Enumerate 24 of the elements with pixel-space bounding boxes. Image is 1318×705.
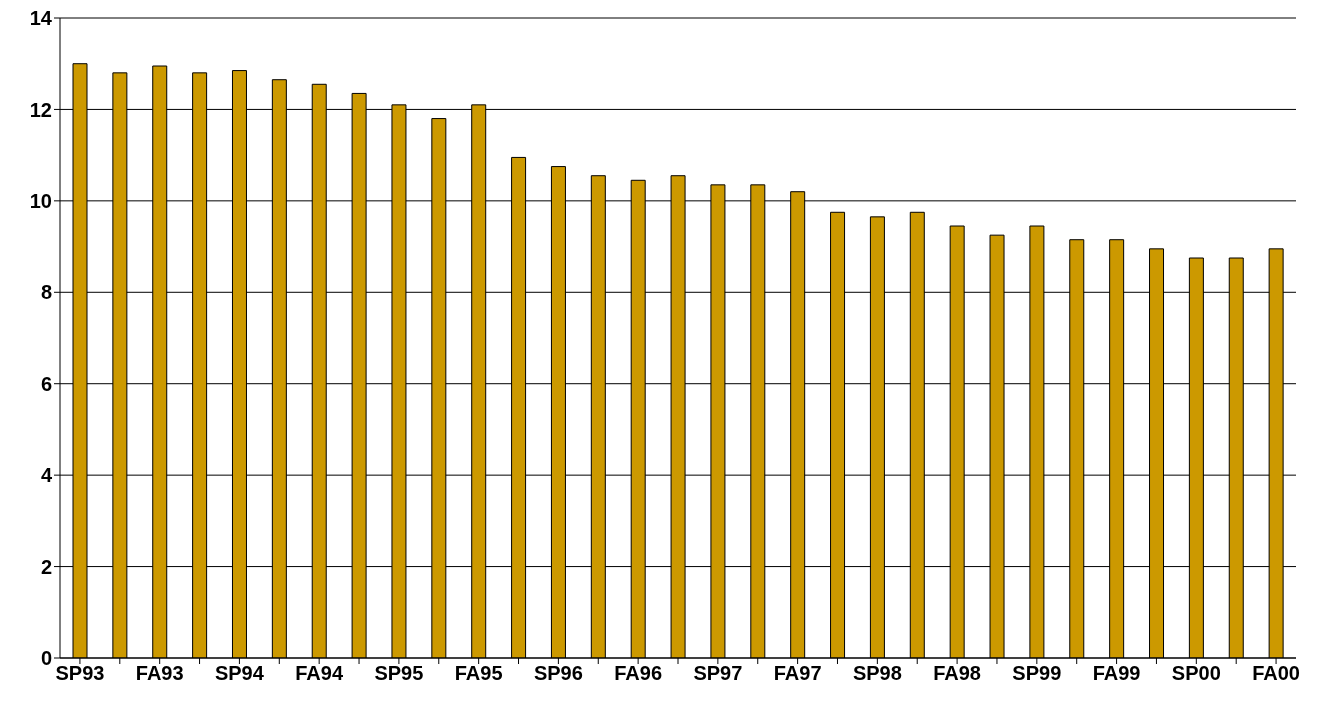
y-tick-label: 10	[29, 189, 52, 212]
x-tick-label: FA97	[773, 662, 822, 685]
y-tick-label: 6	[40, 372, 52, 395]
x-tick-label: SP94	[214, 662, 265, 685]
x-tick-label: FA98	[933, 662, 981, 685]
x-tick-label: SP00	[1171, 662, 1221, 685]
x-tick-label: FA96	[614, 662, 663, 685]
x-tick-label: SP98	[852, 662, 902, 685]
x-tick-label: SP93	[55, 662, 105, 685]
x-tick-label: FA93	[135, 662, 184, 685]
x-tick-label: FA00	[1252, 662, 1300, 685]
x-tick-label: FA95	[454, 662, 503, 685]
y-tick-label: 14	[29, 7, 53, 30]
y-tick-label: 0	[40, 647, 52, 670]
y-tick-label: 8	[40, 281, 52, 304]
x-tick-label: FA99	[1092, 662, 1141, 685]
x-tick-label: SP99	[1012, 662, 1062, 685]
x-tick-label: SP95	[374, 662, 424, 685]
x-tick-label: FA94	[295, 662, 344, 685]
y-tick-label: 2	[40, 555, 52, 578]
y-tick-label: 4	[40, 464, 53, 487]
x-tick-label: SP96	[533, 662, 583, 685]
x-tick-label: SP97	[693, 662, 743, 685]
y-tick-label: 12	[29, 98, 52, 121]
